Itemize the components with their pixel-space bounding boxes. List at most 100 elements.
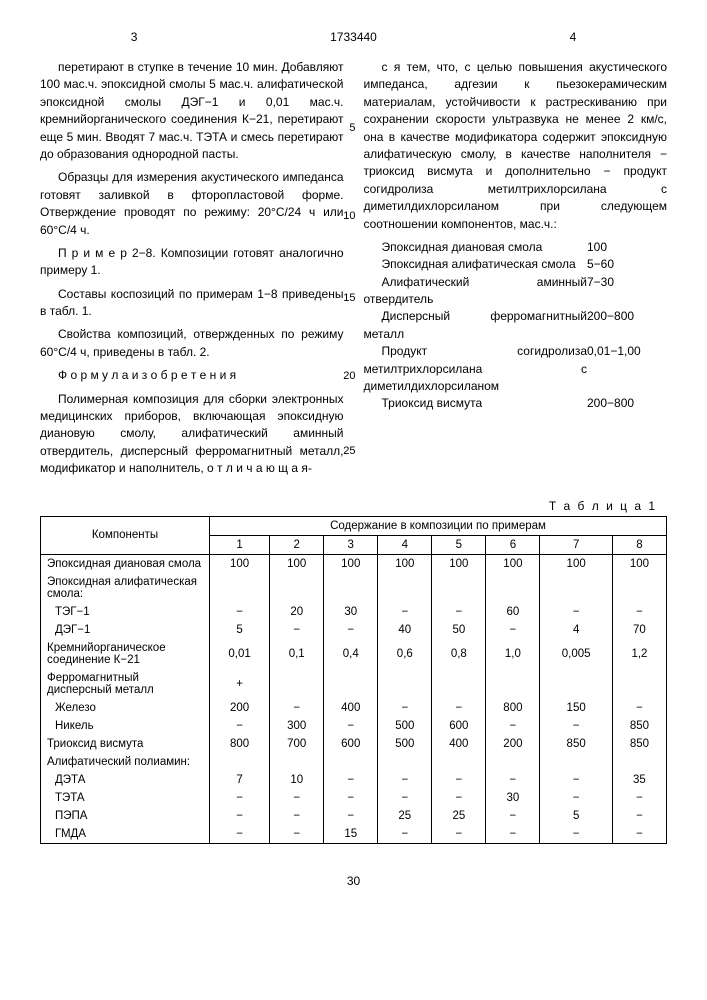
ingredient-row: Эпоксидная диановая смола100 bbox=[364, 239, 668, 256]
line-number: 15 bbox=[343, 291, 355, 307]
table-cell: 0,005 bbox=[540, 639, 612, 669]
table-cell: − bbox=[432, 789, 486, 807]
table-header: Компоненты bbox=[41, 516, 210, 554]
table-cell bbox=[270, 669, 324, 699]
table-row-label: ДЭТА bbox=[41, 771, 210, 789]
table-cell: − bbox=[378, 825, 432, 844]
table-cell: 70 bbox=[612, 621, 666, 639]
table-cell: 40 bbox=[378, 621, 432, 639]
table-cell: − bbox=[486, 717, 540, 735]
table-col-header: 3 bbox=[324, 535, 378, 554]
table-cell: − bbox=[210, 789, 270, 807]
table-row-label: Алифатический полиамин: bbox=[41, 753, 210, 771]
table-cell: 100 bbox=[612, 554, 666, 573]
table-cell: 100 bbox=[378, 554, 432, 573]
ingredient-row: Алифатический аминный отвердитель7−30 bbox=[364, 274, 668, 309]
table-col-header: 2 bbox=[270, 535, 324, 554]
table-cell: − bbox=[486, 807, 540, 825]
table-row-label: Железо bbox=[41, 699, 210, 717]
table-cell: + bbox=[210, 669, 270, 699]
table-cell: 100 bbox=[270, 554, 324, 573]
para: Образцы для измерения акустического импе… bbox=[40, 169, 344, 239]
table-cell bbox=[540, 573, 612, 603]
table-cell: − bbox=[612, 699, 666, 717]
table-row-label: ТЭТА bbox=[41, 789, 210, 807]
table-cell bbox=[486, 753, 540, 771]
table-row-label: ДЭГ−1 bbox=[41, 621, 210, 639]
table-col-header: 6 bbox=[486, 535, 540, 554]
table-row-label: Кремнийорганическое соединение К−21 bbox=[41, 639, 210, 669]
table-col-header: 7 bbox=[540, 535, 612, 554]
table-cell bbox=[540, 669, 612, 699]
table-cell: − bbox=[612, 603, 666, 621]
table-cell: − bbox=[324, 621, 378, 639]
table-cell: 1,2 bbox=[612, 639, 666, 669]
ingredient-label: Дисперсный ферромагнитный металл bbox=[364, 308, 588, 343]
table-cell bbox=[612, 573, 666, 603]
table-cell: − bbox=[210, 603, 270, 621]
table-cell: − bbox=[270, 825, 324, 844]
table-cell: − bbox=[324, 807, 378, 825]
table-cell: − bbox=[540, 717, 612, 735]
table-cell: − bbox=[324, 717, 378, 735]
table-cell bbox=[324, 669, 378, 699]
table-cell: 800 bbox=[210, 735, 270, 753]
table-row-label: Ферромагнитный дисперсный металл bbox=[41, 669, 210, 699]
table-cell: 0,6 bbox=[378, 639, 432, 669]
para: Полимерная композиция для сборки электро… bbox=[40, 391, 344, 478]
table-cell: − bbox=[486, 825, 540, 844]
table-cell: 35 bbox=[612, 771, 666, 789]
table-col-header: 8 bbox=[612, 535, 666, 554]
table-cell: − bbox=[270, 807, 324, 825]
table-cell: − bbox=[612, 807, 666, 825]
para: перетирают в ступке в течение 10 мин. До… bbox=[40, 59, 344, 163]
ingredient-value: 200−800 bbox=[587, 395, 667, 412]
table-row: Эпоксидная диановая смола100100100100100… bbox=[41, 554, 667, 573]
table-cell: 200 bbox=[210, 699, 270, 717]
table-cell: 0,4 bbox=[324, 639, 378, 669]
table-cell: − bbox=[378, 771, 432, 789]
para: Составы коспозиций по примерам 1−8 приве… bbox=[40, 286, 344, 321]
table-cell: − bbox=[378, 789, 432, 807]
table-row: ДЭГ−15−−4050−470 bbox=[41, 621, 667, 639]
left-column: перетирают в ступке в течение 10 мин. До… bbox=[40, 59, 344, 484]
table-cell: 0,01 bbox=[210, 639, 270, 669]
table-cell: 200 bbox=[486, 735, 540, 753]
table-cell bbox=[270, 753, 324, 771]
table-cell: 5 bbox=[210, 621, 270, 639]
table-cell: 20 bbox=[270, 603, 324, 621]
table-row-label: ПЭПА bbox=[41, 807, 210, 825]
table-col-header: 4 bbox=[378, 535, 432, 554]
table-cell: − bbox=[210, 807, 270, 825]
table-cell: − bbox=[486, 771, 540, 789]
ingredient-label: Триоксид висмута bbox=[364, 395, 588, 412]
table-cell: − bbox=[540, 603, 612, 621]
table-row-label: ГМДА bbox=[41, 825, 210, 844]
table-cell bbox=[486, 669, 540, 699]
table-cell: 100 bbox=[210, 554, 270, 573]
table-cell bbox=[378, 753, 432, 771]
table-cell bbox=[210, 753, 270, 771]
table-cell: 25 bbox=[432, 807, 486, 825]
table-cell: 500 bbox=[378, 717, 432, 735]
table-cell: 600 bbox=[324, 735, 378, 753]
table-cell: − bbox=[612, 789, 666, 807]
table-cell: − bbox=[324, 771, 378, 789]
table-cell bbox=[612, 669, 666, 699]
ingredient-value: 5−60 bbox=[587, 256, 667, 273]
table-col-header: 5 bbox=[432, 535, 486, 554]
table-cell: − bbox=[486, 621, 540, 639]
table-cell: − bbox=[270, 621, 324, 639]
table-cell: 7 bbox=[210, 771, 270, 789]
ingredient-row: Триоксид висмута200−800 bbox=[364, 395, 668, 412]
table-cell: − bbox=[270, 789, 324, 807]
ingredient-value: 7−30 bbox=[587, 274, 667, 309]
table-row: Триоксид висмута800700600500400200850850 bbox=[41, 735, 667, 753]
para: с я тем, что, с целью повышения акустиче… bbox=[364, 59, 668, 233]
table-cell: 50 bbox=[432, 621, 486, 639]
table-cell: 0,1 bbox=[270, 639, 324, 669]
table-row: Ферромагнитный дисперсный металл+ bbox=[41, 669, 667, 699]
ingredient-label: Алифатический аминный отвердитель bbox=[364, 274, 588, 309]
table-row: ПЭПА−−−2525−5− bbox=[41, 807, 667, 825]
table-row-label: Никель bbox=[41, 717, 210, 735]
